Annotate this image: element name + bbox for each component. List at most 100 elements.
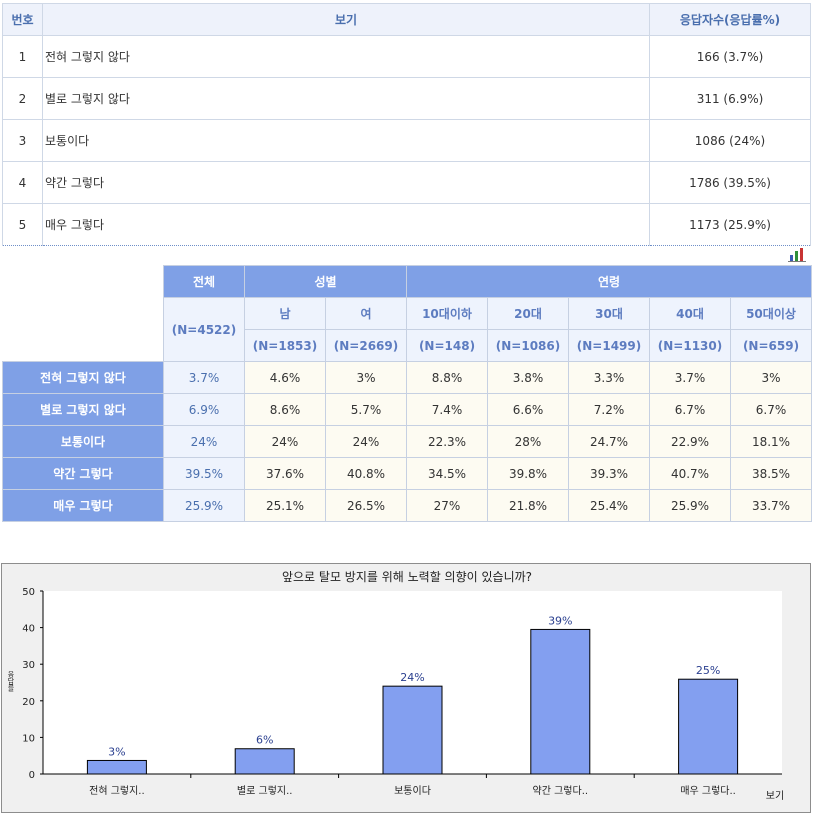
group-n: (N=1086) — [487, 329, 569, 362]
crosstab-row: 매우 그렇다 25.9% 25.1% 26.5% 27% 21.8% 25.4%… — [2, 489, 812, 522]
y-tick-label: 50 — [22, 587, 35, 598]
crosstab-row: 별로 그렇지 않다 6.9% 8.6% 5.7% 7.4% 6.6% 7.2% … — [2, 393, 812, 426]
row-no: 2 — [2, 77, 43, 120]
group-label: 30대 — [568, 297, 650, 330]
header-option: 보기 — [42, 3, 650, 36]
crosstab-cell: 38.5% — [730, 457, 812, 490]
y-tick-label: 10 — [22, 733, 35, 744]
crosstab-total-cell: 6.9% — [163, 393, 245, 426]
row-responses: 166 (3.7%) — [649, 35, 811, 78]
chart-title: 앞으로 탈모 방지를 위해 노력할 의향이 있습니까? — [282, 570, 532, 584]
crosstab-cell: 25.4% — [568, 489, 650, 522]
y-tick-label: 40 — [22, 624, 35, 635]
crosstab-cell: 18.1% — [730, 425, 812, 458]
crosstab-cell: 24% — [244, 425, 326, 458]
bar — [86, 759, 147, 775]
row-option: 약간 그렇다 — [42, 161, 650, 204]
crosstab-table: 전체 성별 연령 (N=4522) 남 여 10대이하 20대 30대 40대 … — [2, 265, 812, 522]
bar-chart-panel: 앞으로 탈모 방지를 위해 노력할 의향이 있습니까? 0 10 20 30 40 50 … — [1, 563, 811, 813]
crosstab-cell: 6.7% — [649, 393, 731, 426]
y-axis-label: 응답률 — [7, 671, 15, 692]
crosstab-cell: 24% — [325, 425, 407, 458]
answer-table: 번호 보기 응답자수(응답률%) 1 전혀 그렇지 않다 166 (3.7%) … — [2, 3, 811, 246]
crosstab-total-n: (N=4522) — [163, 297, 245, 362]
row-option: 별로 그렇지 않다 — [42, 77, 650, 120]
y-axis: 0 10 20 30 40 50 — [22, 587, 44, 781]
crosstab-cell: 26.5% — [325, 489, 407, 522]
table-row: 3 보통이다 1086 (24%) — [2, 119, 811, 162]
crosstab-row: 보통이다 24% 24% 24% 22.3% 28% 24.7% 22.9% 1… — [2, 425, 812, 458]
crosstab-gender-header: 성별 — [244, 265, 407, 298]
group-label: 50대이상 — [730, 297, 812, 330]
row-no: 1 — [2, 35, 43, 78]
crosstab-cell: 21.8% — [487, 489, 569, 522]
crosstab-cell: 22.3% — [406, 425, 488, 458]
bar-value-label: 3% — [108, 745, 125, 758]
crosstab-cell: 3% — [325, 361, 407, 394]
group-label: 여 — [325, 297, 407, 330]
row-responses: 1786 (39.5%) — [649, 161, 811, 204]
crosstab-corner — [2, 265, 164, 362]
table-row: 2 별로 그렇지 않다 311 (6.9%) — [2, 77, 811, 120]
crosstab-row-label: 매우 그렇다 — [2, 489, 164, 522]
x-axis-label: 보기 — [766, 790, 784, 802]
crosstab-cell: 22.9% — [649, 425, 731, 458]
bar-value-label: 6% — [256, 734, 273, 747]
crosstab-cell: 6.7% — [730, 393, 812, 426]
group-n: (N=2669) — [325, 329, 407, 362]
x-tick-label: 별로 그렇지.. — [237, 784, 293, 797]
crosstab-cell: 37.6% — [244, 457, 326, 490]
crosstab-cell: 40.7% — [649, 457, 731, 490]
group-label: 40대 — [649, 297, 731, 330]
crosstab-cell: 4.6% — [244, 361, 326, 394]
crosstab-row: 약간 그렇다 39.5% 37.6% 40.8% 34.5% 39.8% 39.… — [2, 457, 812, 490]
crosstab-total-cell: 39.5% — [163, 457, 245, 490]
crosstab-age-header: 연령 — [406, 265, 812, 298]
crosstab-cell: 39.3% — [568, 457, 650, 490]
header-responses: 응답자수(응답률%) — [649, 3, 811, 36]
row-option: 매우 그렇다 — [42, 203, 650, 246]
group-n: (N=1499) — [568, 329, 650, 362]
crosstab-row-label: 전혀 그렇지 않다 — [2, 361, 164, 394]
crosstab-cell: 33.7% — [730, 489, 812, 522]
y-tick-label: 0 — [29, 770, 35, 781]
group-label: 10대이하 — [406, 297, 488, 330]
crosstab-cell: 3% — [730, 361, 812, 394]
x-tick-label: 매우 그렇다.. — [680, 784, 736, 797]
crosstab-cell: 8.6% — [244, 393, 326, 426]
crosstab-total-cell: 3.7% — [163, 361, 245, 394]
group-label: 20대 — [487, 297, 569, 330]
y-tick-label: 20 — [22, 697, 35, 708]
crosstab-cell: 7.4% — [406, 393, 488, 426]
crosstab-cell: 24.7% — [568, 425, 650, 458]
group-n: (N=148) — [406, 329, 488, 362]
crosstab-cell: 5.7% — [325, 393, 407, 426]
x-tick-label: 보통이다 — [394, 785, 431, 797]
crosstab-cell: 40.8% — [325, 457, 407, 490]
bar — [234, 748, 295, 775]
crosstab-cell: 39.8% — [487, 457, 569, 490]
crosstab-row: 전혀 그렇지 않다 3.7% 4.6% 3% 8.8% 3.8% 3.3% 3.… — [2, 361, 812, 394]
group-n: (N=1853) — [244, 329, 326, 362]
crosstab-row-label: 보통이다 — [2, 425, 164, 458]
row-no: 5 — [2, 203, 43, 246]
bars: 3% 6% 24% 39% 25% — [86, 614, 739, 775]
group-n: (N=1130) — [649, 329, 731, 362]
bar-chart: 앞으로 탈모 방지를 위해 노력할 의향이 있습니까? 01020304050 … — [7, 570, 784, 802]
x-axis: 전혀 그렇지.. 별로 그렇지.. 보통이다 약간 그렇다.. 매우 그렇다.. — [43, 773, 782, 797]
bar — [530, 628, 591, 775]
y-tick-label: 30 — [22, 660, 35, 671]
bar-chart-icon[interactable] — [787, 247, 807, 262]
table-row: 4 약간 그렇다 1786 (39.5%) — [2, 161, 811, 204]
x-tick-label: 전혀 그렇지.. — [89, 784, 145, 797]
group-n: (N=659) — [730, 329, 812, 362]
crosstab-cell: 6.6% — [487, 393, 569, 426]
row-option: 전혀 그렇지 않다 — [42, 35, 650, 78]
crosstab-cell: 3.7% — [649, 361, 731, 394]
crosstab-cell: 3.8% — [487, 361, 569, 394]
crosstab-total-cell: 24% — [163, 425, 245, 458]
header-no: 번호 — [2, 3, 43, 36]
crosstab-cell: 27% — [406, 489, 488, 522]
crosstab-row-label: 약간 그렇다 — [2, 457, 164, 490]
row-responses: 311 (6.9%) — [649, 77, 811, 120]
